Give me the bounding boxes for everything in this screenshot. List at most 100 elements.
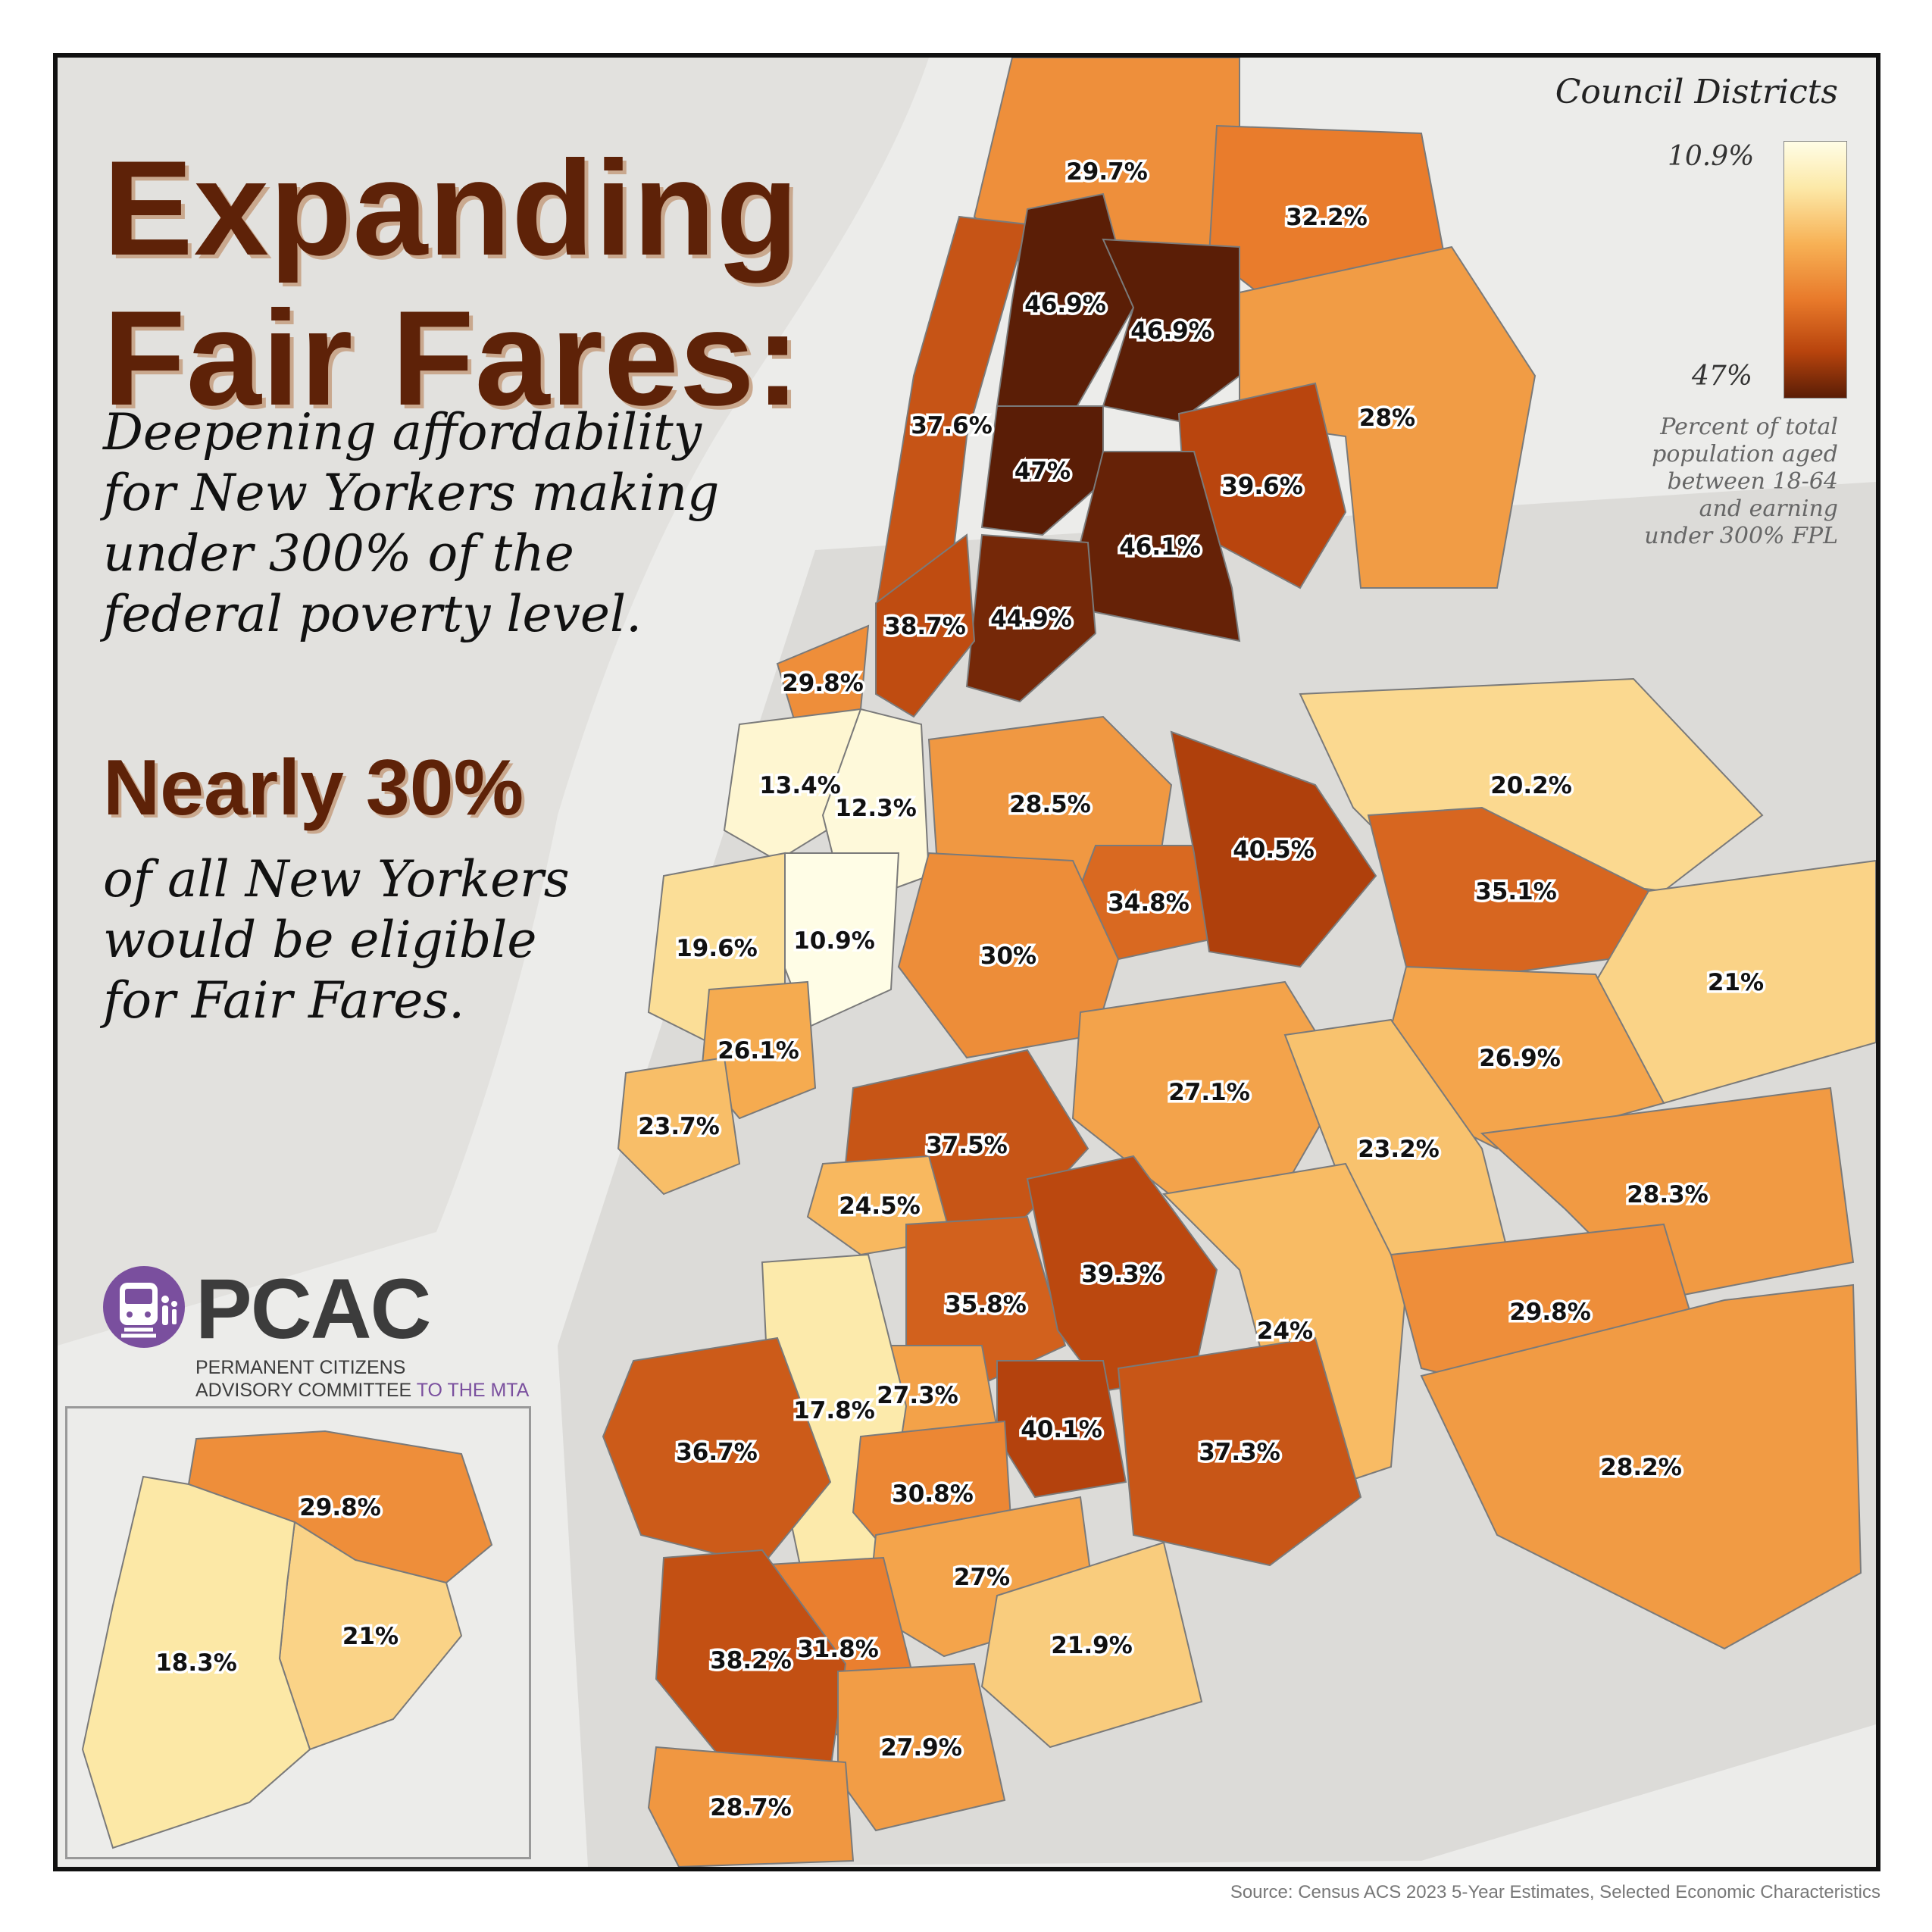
- legend-note-line: and earning: [1699, 496, 1838, 522]
- legend-note: Percent of total population aged between…: [1596, 414, 1838, 550]
- district-value-label: 37.5%: [926, 1132, 1008, 1159]
- district-labels: 29.7% 32.2% 28% 37.6% 46.9% 46.9% 47% 39.6% 46.1…: [636, 156, 1767, 1824]
- district-value-label: 34.8%: [1108, 889, 1190, 917]
- district-value-label: 28.7%: [710, 1794, 792, 1821]
- district-value-label: 19.6%: [676, 935, 758, 962]
- district-value-label: 18.3%: [155, 1649, 237, 1677]
- district-polygon: [1117, 1336, 1362, 1567]
- subtitle-line: Deepening affordability: [103, 403, 702, 461]
- legend-max-label: 47%: [1692, 361, 1753, 392]
- stat-description-line: of all New Yorkers: [103, 850, 570, 908]
- district-value-label: 26.9%: [1479, 1045, 1561, 1072]
- logo-subtitle: PERMANENT CITIZENS: [195, 1357, 406, 1378]
- district-value-label: 46.9%: [1130, 317, 1212, 345]
- district-polygon: [1480, 1086, 1855, 1302]
- district-polygon: [875, 533, 976, 718]
- district-value-label: 10.9%: [793, 927, 875, 955]
- district-value-label: 24%: [1257, 1318, 1313, 1345]
- district-value-label: 47%: [1014, 458, 1071, 485]
- inset-district-labels: 29.8% 21% 18.3%: [153, 1492, 402, 1680]
- district-value-label: 36.7%: [676, 1439, 758, 1466]
- district-value-label: 27.3%: [877, 1382, 958, 1409]
- district-value-label: 13.4%: [759, 772, 841, 799]
- district-value-label: 24.5%: [839, 1193, 921, 1220]
- council-district-map: 29.7% 32.2% 28% 37.6% 46.9% 46.9% 47% 39.6% 46.1…: [58, 58, 1876, 1867]
- district-value-label: 40.5%: [1233, 836, 1315, 864]
- district-value-label: 27%: [954, 1564, 1010, 1591]
- district-polygon: [647, 1746, 855, 1867]
- district-value-label: 28.2%: [1600, 1454, 1682, 1481]
- district-value-label: 29.8%: [1509, 1299, 1591, 1326]
- legend-color-ramp: [1784, 141, 1847, 399]
- district-value-label: 32.2%: [1286, 204, 1368, 231]
- district-value-label: 39.3%: [1081, 1261, 1163, 1288]
- logo-subtitle-main: ADVISORY COMMITTEE: [195, 1380, 412, 1401]
- district-polygon: [980, 405, 1104, 536]
- district-value-label: 23.2%: [1358, 1136, 1440, 1163]
- district-value-label: 37.3%: [1199, 1439, 1280, 1466]
- district-value-label: 30.8%: [892, 1480, 974, 1508]
- legend-note-line: under 300% FPL: [1644, 523, 1838, 549]
- legend-title: Council Districts: [1555, 73, 1838, 111]
- logo-name: PCAC: [195, 1261, 431, 1356]
- district-value-label: 35.8%: [945, 1291, 1027, 1318]
- district-value-label: 20.2%: [1490, 772, 1572, 799]
- district-value-label: 37.6%: [911, 412, 993, 439]
- district-polygon: [700, 980, 817, 1120]
- district-value-label: 29.8%: [782, 670, 864, 697]
- district-value-label: 21%: [1708, 969, 1764, 996]
- page-title: Expanding Fair Fares:: [103, 133, 801, 433]
- district-value-label: 12.3%: [835, 795, 917, 822]
- subtitle: Deepening affordability for New Yorkers …: [103, 402, 785, 645]
- district-value-label: 28.3%: [1627, 1181, 1708, 1208]
- title-line-2: Fair Fares:: [103, 283, 802, 433]
- district-value-label: 46.9%: [1024, 291, 1106, 318]
- subtitle-line: under 300% of the: [103, 524, 574, 583]
- stat-headline: Nearly 30%: [103, 744, 524, 832]
- subway-train-icon: [103, 1266, 185, 1348]
- legend-note-line: between 18-64: [1667, 468, 1838, 495]
- district-value-label: 46.1%: [1119, 533, 1201, 561]
- stat-description-line: for Fair Fares.: [103, 971, 465, 1030]
- logo-subtitle-accent: TO THE MTA: [416, 1380, 530, 1401]
- district-value-label: 44.9%: [990, 605, 1072, 633]
- district-value-label: 21%: [342, 1623, 399, 1650]
- logo-subtitle: ADVISORY COMMITTEE TO THE MTA: [195, 1380, 529, 1402]
- inset-district-polygon: [81, 1475, 311, 1849]
- title-line-1: Expanding: [103, 133, 799, 283]
- subtitle-line: federal poverty level.: [103, 585, 642, 643]
- district-value-label: 17.8%: [793, 1397, 875, 1424]
- legend-min-label: 10.9%: [1668, 141, 1755, 172]
- district-polygon: [1420, 1283, 1862, 1650]
- legend-note-line: Percent of total: [1660, 414, 1838, 440]
- district-value-label: 31.8%: [797, 1636, 879, 1663]
- district-value-label: 30%: [980, 943, 1036, 970]
- district-polygon: [965, 533, 1097, 703]
- district-polygon: [617, 1056, 741, 1196]
- district-value-label: 40.1%: [1021, 1416, 1102, 1443]
- district-polygon: [980, 1541, 1203, 1749]
- staten-island-inset: 29.8% 21% 18.3%: [65, 1406, 531, 1859]
- nj-land: [58, 58, 929, 1346]
- source-note: Source: Census ACS 2023 5-Year Estimates…: [1230, 1882, 1880, 1902]
- district-polygon: [1594, 859, 1876, 1105]
- district-value-label: 28.5%: [1009, 791, 1091, 818]
- district-value-label: 38.7%: [884, 613, 966, 640]
- district-value-label: 27.9%: [880, 1734, 962, 1762]
- district-value-label: 28%: [1359, 405, 1415, 432]
- stat-description-line: would be eligible: [103, 911, 537, 969]
- staten-island-map: 29.8% 21% 18.3%: [81, 1430, 493, 1849]
- district-value-label: 39.6%: [1221, 473, 1303, 500]
- district-value-label: 29.8%: [299, 1494, 381, 1521]
- stat-description: of all New Yorkers would be eligible for…: [103, 849, 709, 1031]
- district-value-label: 35.1%: [1475, 878, 1557, 905]
- district-value-label: 27.1%: [1168, 1079, 1250, 1106]
- district-polygon: [837, 1662, 1006, 1832]
- district-value-label: 29.7%: [1066, 158, 1148, 186]
- district-value-label: 23.7%: [638, 1113, 720, 1140]
- legend-note-line: population aged: [1652, 441, 1838, 467]
- subtitle-line: for New Yorkers making: [103, 464, 720, 522]
- district-polygon: [1170, 730, 1377, 968]
- map-frame: 29.7% 32.2% 28% 37.6% 46.9% 46.9% 47% 39.6% 46.1…: [53, 53, 1880, 1871]
- district-value-label: 21.9%: [1051, 1632, 1133, 1659]
